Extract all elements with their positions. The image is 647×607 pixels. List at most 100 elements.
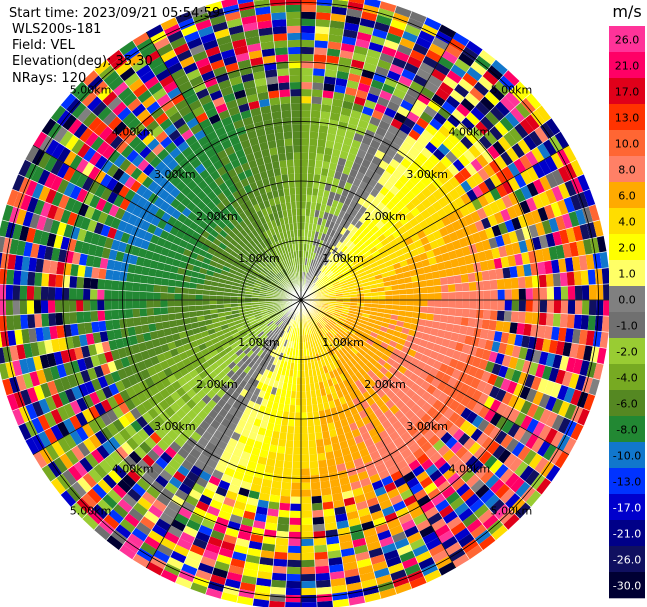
range-gate-cell <box>109 135 124 150</box>
range-gate-cell <box>35 327 44 342</box>
range-gate-cell <box>454 283 463 292</box>
range-gate-cell <box>75 173 88 189</box>
range-gate-cell <box>51 247 61 262</box>
range-gate-cell <box>319 309 327 315</box>
ray-separator <box>300 1 382 301</box>
range-gate-cell <box>557 417 571 435</box>
range-gate-cell <box>112 101 127 116</box>
range-gate-cell <box>240 261 248 269</box>
range-gate-cell <box>327 41 342 50</box>
range-gate-cell <box>276 284 284 290</box>
range-gate-cell <box>306 327 311 335</box>
range-gate-cell <box>333 284 342 290</box>
range-gate-cell <box>384 290 393 296</box>
range-gate-cell <box>206 200 217 211</box>
range-gate-cell <box>50 159 64 176</box>
range-gate-cell <box>358 425 368 435</box>
range-gate-cell <box>265 237 273 246</box>
range-gate-cell <box>536 105 552 123</box>
range-gate-cell <box>478 135 493 150</box>
range-gate-cell <box>217 334 226 342</box>
range-gate-cell <box>92 256 102 269</box>
range-gate-cell <box>124 176 136 189</box>
range-gate-cell <box>189 316 198 324</box>
range-gate-cell <box>546 286 555 300</box>
range-gate-cell <box>25 227 37 243</box>
range-gate-cell <box>396 320 405 328</box>
range-gate-cell <box>44 411 57 428</box>
range-gate-cell <box>273 395 281 404</box>
range-gate-cell <box>359 447 370 458</box>
range-gate-cell <box>557 199 569 216</box>
range-gate-cell <box>36 369 47 385</box>
range-gate-cell <box>336 359 344 367</box>
range-gate-cell <box>175 191 186 203</box>
range-gate-cell <box>37 414 51 431</box>
range-gate-cell <box>392 152 405 164</box>
range-gate-cell <box>445 541 462 556</box>
range-gate-cell <box>255 364 263 374</box>
range-gate-cell <box>448 399 461 412</box>
range-gate-cell <box>501 166 515 181</box>
range-gate-cell <box>441 50 458 65</box>
range-gate-cell <box>110 55 128 71</box>
range-gate-cell <box>553 286 562 300</box>
range-gate-cell <box>210 419 221 430</box>
ray-separator <box>60 299 302 495</box>
range-gate-cell <box>323 249 330 258</box>
range-gate-cell <box>534 337 545 352</box>
range-gate-cell <box>350 226 359 235</box>
range-gate-cell <box>585 253 595 270</box>
range-gate-cell <box>140 274 149 284</box>
range-gate-cell <box>76 358 87 372</box>
range-gate-cell <box>398 75 413 87</box>
range-gate-cell <box>94 402 107 416</box>
range-gate-cell <box>84 131 99 148</box>
range-gate-cell <box>384 458 396 470</box>
range-gate-cell <box>159 388 171 400</box>
range-gate-cell <box>183 163 195 175</box>
range-gate-cell <box>559 355 570 371</box>
range-gate-cell <box>64 197 77 212</box>
range-gate-cell <box>230 300 238 304</box>
range-gate-cell <box>198 220 209 230</box>
range-gate-cell <box>322 277 330 284</box>
range-gate-cell <box>421 187 433 199</box>
range-gate-cell <box>460 450 474 465</box>
range-gate-cell <box>90 136 105 152</box>
range-gate-cell <box>266 400 274 409</box>
range-gate-cell <box>292 376 297 385</box>
range-gate-cell <box>223 303 232 309</box>
range-gate-cell <box>525 93 542 110</box>
range-gate-cell <box>47 300 56 314</box>
range-gate-cell <box>448 547 466 562</box>
range-gate-cell <box>309 376 315 384</box>
range-gate-cell <box>230 353 239 362</box>
range-gate-cell <box>92 101 108 117</box>
range-gate-cell <box>404 276 413 284</box>
range-gate-cell <box>310 309 317 315</box>
range-gate-cell <box>525 490 542 507</box>
range-gate-cell <box>244 300 252 303</box>
range-gate-cell <box>412 336 422 346</box>
range-gate-cell <box>316 313 323 319</box>
range-gate-cell <box>287 310 293 318</box>
range-gate-cell <box>87 166 101 181</box>
range-gate-cell <box>593 219 604 238</box>
range-gate-cell <box>321 161 331 170</box>
range-gate-cell <box>328 273 336 280</box>
range-gate-cell <box>376 334 385 342</box>
range-gate-cell <box>496 278 505 290</box>
range-gate-cell <box>243 374 252 383</box>
range-gate-cell <box>337 157 347 167</box>
range-gate-cell <box>127 326 136 337</box>
range-gate-cell <box>262 435 272 445</box>
range-gate-cell <box>483 300 491 310</box>
range-gate-cell <box>196 310 204 317</box>
range-gate-cell <box>39 135 54 153</box>
range-gate-cell <box>546 300 555 314</box>
range-gate-cell <box>560 300 569 314</box>
range-gate-cell <box>318 320 325 328</box>
range-gate-cell <box>445 150 458 164</box>
range-gate-cell <box>389 274 398 281</box>
